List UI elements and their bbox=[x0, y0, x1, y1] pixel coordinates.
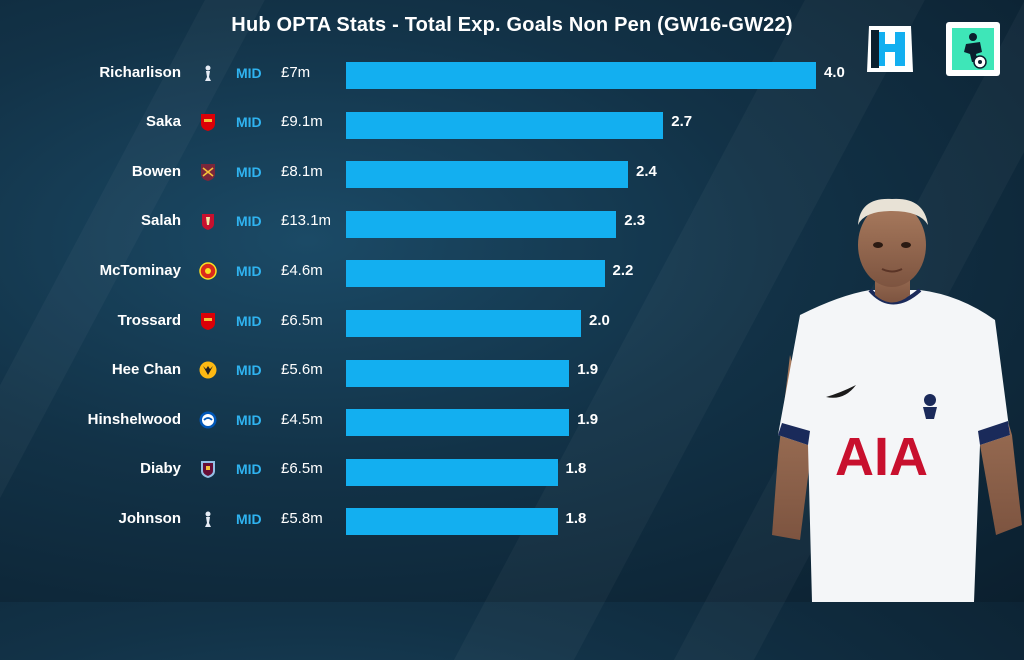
position-label: MID bbox=[236, 114, 262, 131]
bar bbox=[346, 409, 570, 437]
bar bbox=[346, 210, 617, 238]
position-label: MID bbox=[236, 362, 262, 379]
bar-value-label: 1.9 bbox=[577, 410, 599, 428]
hub-logo-icon bbox=[867, 26, 913, 72]
bar bbox=[346, 260, 605, 288]
price-label: £9.1m bbox=[281, 113, 323, 131]
liverpool-crest-icon bbox=[198, 211, 218, 231]
position-label: MID bbox=[236, 312, 262, 329]
player-name-label: Saka bbox=[145, 113, 181, 131]
bar-value-label: 2.0 bbox=[589, 311, 610, 329]
arsenal-crest-icon bbox=[198, 112, 218, 132]
price-label: £4.6m bbox=[281, 261, 323, 279]
player-name-label: Hinshelwood bbox=[87, 410, 181, 428]
price-label: £4.5m bbox=[281, 410, 323, 428]
player-name-label: Hee Chan bbox=[111, 361, 181, 379]
price-label: £13.1m bbox=[281, 212, 332, 230]
price-label: £5.6m bbox=[281, 361, 323, 379]
bar-value-label: 2.4 bbox=[636, 162, 657, 180]
player-name-label: Salah bbox=[140, 212, 181, 230]
bar-value-label: 1.8 bbox=[565, 460, 587, 478]
bar bbox=[346, 359, 570, 387]
position-label: MID bbox=[236, 461, 262, 478]
bar-value-label: 2.3 bbox=[624, 212, 646, 230]
bar bbox=[346, 508, 558, 536]
position-label: MID bbox=[236, 64, 262, 81]
bar-value-label: 2.7 bbox=[671, 113, 693, 131]
bar bbox=[346, 161, 628, 189]
football-player-logo-icon bbox=[946, 22, 1000, 76]
position-label: MID bbox=[236, 163, 262, 180]
bar-value-label: 2.2 bbox=[612, 261, 634, 279]
bar bbox=[346, 111, 664, 139]
svg-text:AIA: AIA bbox=[835, 427, 928, 487]
player-name-label: Bowen bbox=[131, 162, 181, 180]
position-label: MID bbox=[236, 510, 262, 527]
chart-title: Hub OPTA Stats - Total Exp. Goals Non Pe… bbox=[231, 14, 793, 36]
bar bbox=[346, 310, 581, 337]
player-name-label: McTominay bbox=[99, 261, 181, 279]
west-ham-crest-icon bbox=[198, 162, 218, 182]
bar-value-label: 1.8 bbox=[565, 509, 587, 527]
player-name-label: Richarlison bbox=[99, 63, 181, 81]
player-photo: AIA bbox=[772, 198, 1022, 602]
price-label: £8.1m bbox=[281, 162, 323, 180]
position-label: MID bbox=[236, 213, 262, 230]
tottenham-crest-icon bbox=[198, 509, 218, 529]
price-label: £6.5m bbox=[281, 311, 323, 329]
price-label: £6.5m bbox=[281, 460, 323, 478]
arsenal-crest-icon bbox=[198, 311, 218, 331]
player-name-label: Trossard bbox=[117, 311, 181, 329]
price-label: £7m bbox=[281, 63, 311, 81]
bar bbox=[346, 458, 558, 486]
bar-value-label: 4.0 bbox=[824, 63, 845, 81]
wolves-crest-icon bbox=[198, 360, 218, 380]
position-label: MID bbox=[236, 411, 262, 428]
position-label: MID bbox=[236, 262, 262, 279]
brighton-crest-icon bbox=[198, 410, 218, 430]
bar bbox=[346, 62, 816, 89]
man-utd-crest-icon bbox=[198, 261, 218, 281]
price-label: £5.8m bbox=[281, 509, 323, 527]
player-name-label: Diaby bbox=[140, 460, 181, 478]
player-name-label: Johnson bbox=[118, 509, 182, 527]
aston-villa-crest-icon bbox=[198, 459, 218, 479]
bar-value-label: 1.9 bbox=[577, 361, 599, 379]
tottenham-crest-icon bbox=[198, 63, 218, 83]
